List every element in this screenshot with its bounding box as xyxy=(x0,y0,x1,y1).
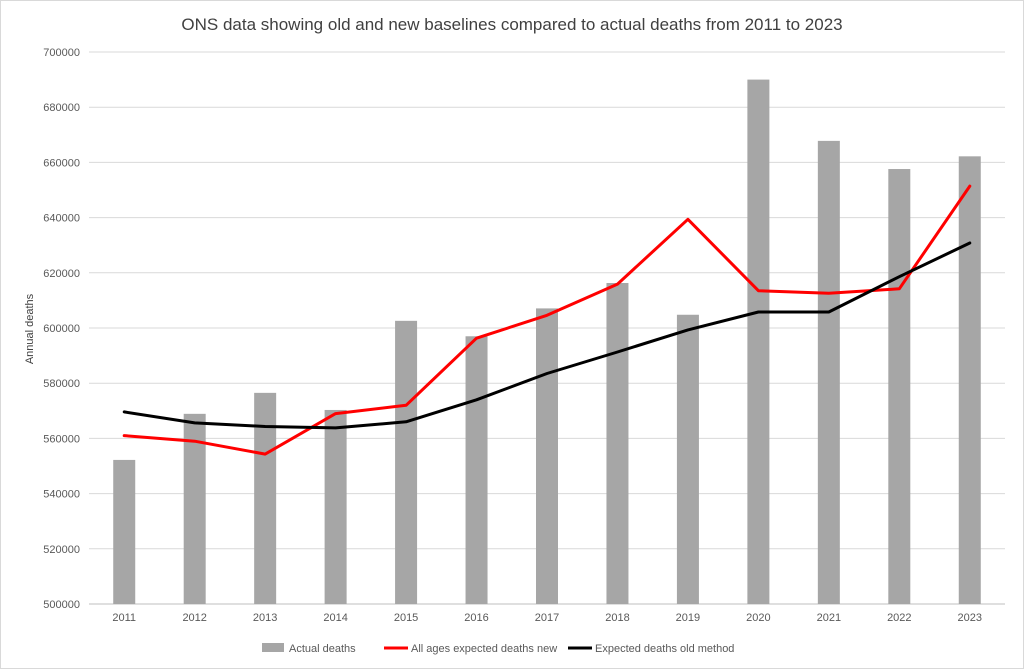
x-tick-label: 2013 xyxy=(253,612,277,624)
x-tick-label: 2023 xyxy=(958,612,982,624)
y-tick-label: 680000 xyxy=(43,102,80,114)
bar xyxy=(395,320,418,604)
x-tick-label: 2018 xyxy=(605,612,629,624)
x-tick-label: 2022 xyxy=(887,612,911,624)
x-tick-label: 2011 xyxy=(112,612,136,624)
gridlines xyxy=(89,51,1005,605)
legend-label: Expected deaths old method xyxy=(595,643,734,655)
bar xyxy=(817,140,840,604)
y-tick-label: 580000 xyxy=(43,378,80,390)
x-tick-label: 2015 xyxy=(394,612,418,624)
y-tick-label: 620000 xyxy=(43,268,80,280)
y-tick-label: 600000 xyxy=(43,323,80,335)
y-axis-title: Annual deaths xyxy=(24,293,36,364)
bar xyxy=(113,459,136,604)
bar xyxy=(958,156,981,604)
bar xyxy=(888,169,911,605)
y-tick-label: 700000 xyxy=(43,47,80,59)
y-tick-label: 500000 xyxy=(43,599,80,611)
x-axis-ticks: 2011 2012 2013 2014 2015 2016 2017 2018 2019 2020… xyxy=(112,612,982,624)
bar xyxy=(324,409,347,604)
y-axis-ticks: 500000 520000 540000 560000 580000 600000 6200… xyxy=(43,47,80,611)
y-tick-label: 640000 xyxy=(43,213,80,225)
bar xyxy=(536,308,558,604)
series-line xyxy=(122,241,972,430)
legend-label: All ages expected deaths new xyxy=(411,643,557,655)
x-tick-label: 2012 xyxy=(182,612,206,624)
series-line xyxy=(122,184,972,456)
legend-label: Actual deaths xyxy=(289,643,356,655)
x-tick-label: 2016 xyxy=(464,612,488,624)
legend: Actual deaths All ages expected deaths ne… xyxy=(262,643,734,655)
x-tick-label: 2021 xyxy=(817,612,841,624)
x-tick-label: 2017 xyxy=(535,612,559,624)
y-tick-label: 660000 xyxy=(43,157,80,169)
bar xyxy=(606,283,629,604)
x-tick-label: 2020 xyxy=(746,612,770,624)
chart-title: ONS data showing old and new baselines c… xyxy=(181,15,842,34)
x-tick-label: 2019 xyxy=(676,612,700,624)
legend-swatch xyxy=(262,643,284,652)
y-tick-label: 540000 xyxy=(43,489,80,501)
line-series xyxy=(122,184,972,456)
x-tick-label: 2014 xyxy=(323,612,347,624)
bar xyxy=(465,336,488,604)
bar xyxy=(254,392,277,604)
bar xyxy=(183,413,206,604)
bar xyxy=(747,79,770,605)
bar xyxy=(676,314,699,604)
y-tick-label: 520000 xyxy=(43,544,80,556)
bar-series xyxy=(113,79,981,605)
y-tick-label: 560000 xyxy=(43,433,80,445)
